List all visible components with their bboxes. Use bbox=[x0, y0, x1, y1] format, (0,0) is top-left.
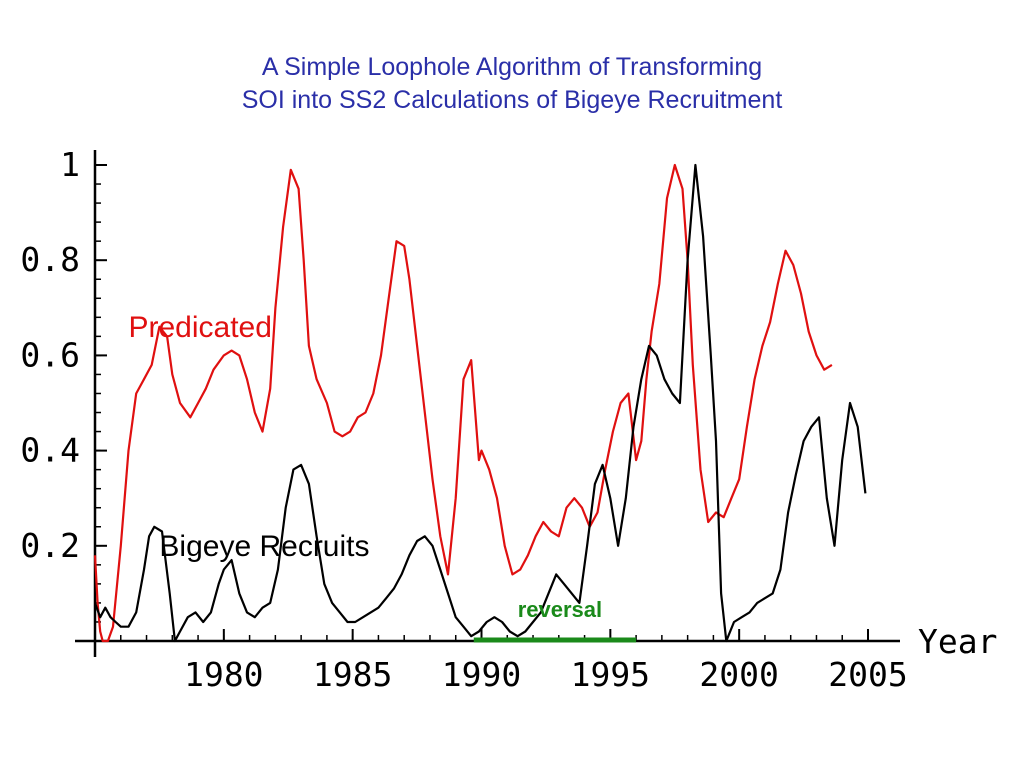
chart-title: A Simple Loophole Algorithm of Transform… bbox=[242, 53, 783, 114]
x-axis-label: Year bbox=[918, 622, 997, 661]
y-tick-label: 0.2 bbox=[20, 526, 80, 565]
x-tick-label: 1980 bbox=[184, 655, 263, 694]
annotation-layer: reversal bbox=[473, 597, 637, 643]
chart-title-line-2: SOI into SS2 Calculations of Bigeye Recr… bbox=[242, 86, 783, 114]
x-tick-label: 1985 bbox=[313, 655, 392, 694]
reversal-label: reversal bbox=[518, 597, 602, 622]
x-ticks: 1980 1985 1990 1995 2000 2005 bbox=[184, 629, 908, 694]
x-tick-label: 1990 bbox=[442, 655, 521, 694]
axes: 0.2 0.4 0.6 0.8 1 1980 1985 1990 1995 2000 2005 Y… bbox=[20, 145, 997, 694]
series-line-predicated bbox=[93, 163, 833, 643]
x-tick-label: 2005 bbox=[828, 655, 907, 694]
y-tick-label: 0.6 bbox=[20, 335, 80, 374]
x-tick-label: 2000 bbox=[699, 655, 778, 694]
x-tick-label: 1995 bbox=[571, 655, 650, 694]
chart-title-line-1: A Simple Loophole Algorithm of Transform… bbox=[262, 53, 762, 81]
y-ticks: 0.2 0.4 0.6 0.8 1 bbox=[20, 145, 107, 565]
series-layer bbox=[93, 163, 867, 643]
series-label-layer: Predicated Bigeye Recruits bbox=[128, 311, 369, 563]
y-tick-label: 1 bbox=[60, 145, 80, 184]
bigeye-recruits-label: Bigeye Recruits bbox=[159, 530, 369, 563]
predicated-label: Predicated bbox=[128, 311, 271, 344]
y-tick-label: 0.8 bbox=[20, 240, 80, 279]
series-line-bigeye-recruits bbox=[93, 163, 867, 643]
y-tick-label: 0.4 bbox=[20, 431, 80, 470]
